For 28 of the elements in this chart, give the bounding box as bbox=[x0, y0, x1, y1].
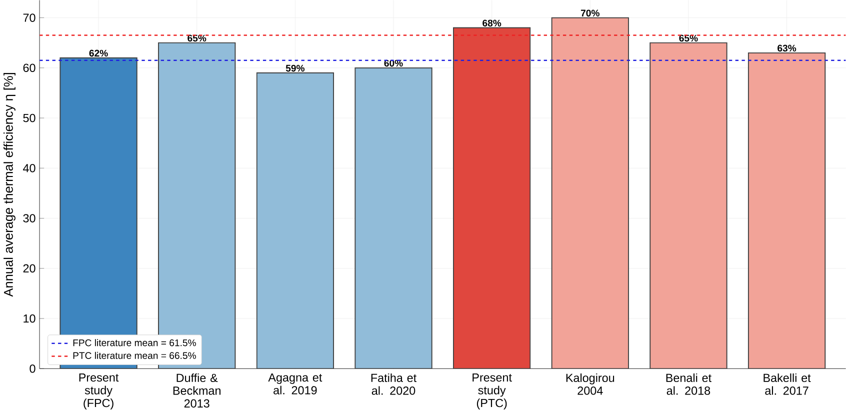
bar bbox=[354, 67, 432, 369]
y-tick-label: 0 bbox=[30, 364, 36, 373]
y-tick-label: 20 bbox=[23, 264, 36, 273]
y-tick-label: 50 bbox=[23, 114, 36, 122]
x-tick-label: Present study (FPC) bbox=[79, 373, 119, 410]
x-tick-label: Benali et al. 2018 bbox=[666, 373, 712, 395]
x-tick-label: Duffie & Beckman 2013 bbox=[173, 373, 220, 408]
y-tick-label: 70 bbox=[23, 14, 36, 22]
data-label: 65% bbox=[679, 34, 698, 42]
y-axis-title: Annual average thermal efficiency η [%] bbox=[4, 73, 16, 297]
x-tick-label: Kalogirou 2004 bbox=[566, 373, 614, 395]
x-tick-label: Bakelli et al. 2017 bbox=[764, 373, 811, 395]
legend-label: PTC literature mean = 66.5% bbox=[73, 352, 196, 359]
data-label: 63% bbox=[778, 44, 796, 52]
data-label: 68% bbox=[482, 20, 502, 27]
data-label: 59% bbox=[286, 64, 304, 72]
x-tick-label: Fatiha et al. 2020 bbox=[371, 373, 416, 395]
x-tick-label: Present study (PTC) bbox=[472, 373, 512, 410]
data-label: 62% bbox=[89, 50, 108, 57]
y-tick-label: 40 bbox=[23, 164, 36, 172]
y-tick-label: 10 bbox=[24, 314, 36, 323]
data-label: 65% bbox=[188, 34, 206, 42]
y-tick-label: 60 bbox=[23, 64, 36, 72]
y-tick-label: 30 bbox=[23, 214, 36, 222]
legend-label: FPC literature mean = 61.5% bbox=[73, 339, 196, 346]
x-tick-label: Agagna et al. 2019 bbox=[268, 373, 322, 394]
bar bbox=[551, 17, 629, 369]
data-label: 70% bbox=[580, 10, 600, 16]
